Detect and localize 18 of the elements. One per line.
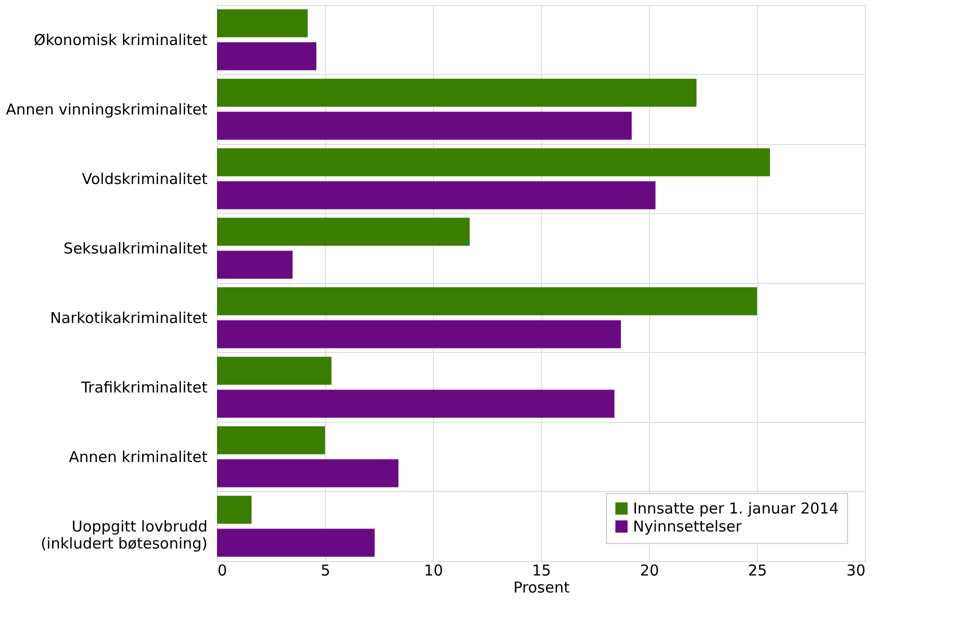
y-tick-label: Annen kriminalitet	[68, 448, 208, 466]
x-tick-label: 5	[320, 562, 330, 580]
x-tick-label: 10	[424, 562, 444, 580]
y-tick-label: Trafikkriminalitet	[80, 378, 208, 396]
x-tick-label: 0	[218, 562, 228, 580]
y-tick-label: Annen vinningskriminalitet	[6, 100, 208, 118]
y-tick-label: Økonomisk kriminalitet	[34, 30, 208, 49]
y-tick-label: Uoppgitt lovbrudd (inkludert bøtesoning)	[40, 517, 208, 552]
y-tick-label: Narkotikakriminalitet	[50, 308, 208, 327]
x-axis-title: Prosent	[513, 578, 570, 596]
y-tick-label: Voldskriminalitet	[82, 170, 208, 188]
x-tick-label: 25	[748, 562, 768, 580]
x-tick-label: 20	[640, 562, 660, 580]
y-tick-label: Seksualkriminalitet	[64, 239, 208, 258]
x-tick-label: 30	[846, 562, 866, 580]
x-tick-label: 15	[532, 562, 552, 580]
legend-label: Innsatte per 1. januar 2014	[633, 500, 839, 518]
legend-label: Nyinnsettelser	[633, 518, 743, 536]
